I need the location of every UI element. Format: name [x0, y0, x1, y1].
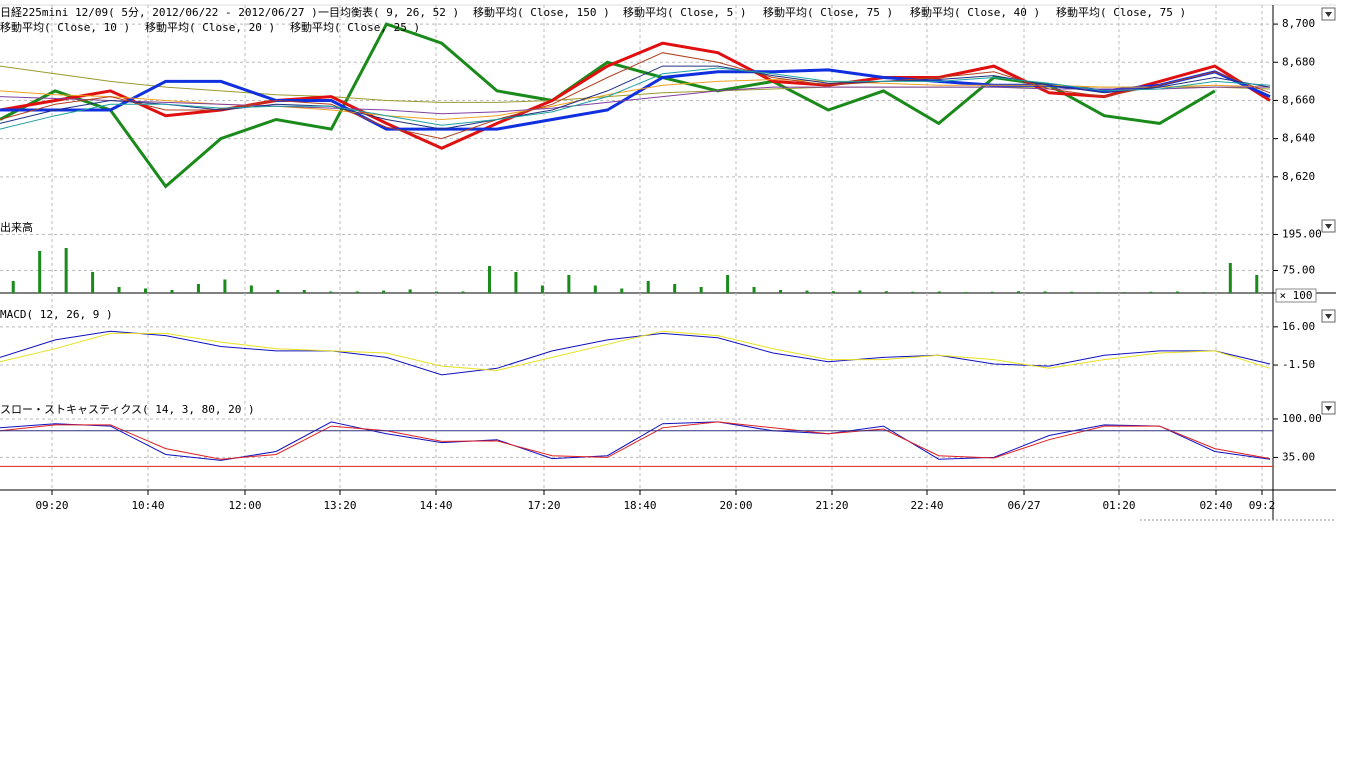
- y-tick-label: 8,700: [1282, 17, 1315, 30]
- panel-menu-button[interactable]: [1322, 220, 1335, 232]
- y-tick-label: 195.00: [1282, 228, 1322, 241]
- x-tick-label: 12:00: [228, 499, 261, 512]
- x-tick-label: 09:20: [35, 499, 68, 512]
- bar: [673, 284, 676, 293]
- x-tick-label: 09:2: [1249, 499, 1276, 512]
- bar: [779, 290, 782, 293]
- bar: [197, 284, 200, 293]
- bar: [462, 292, 465, 294]
- y-tick-label: 8,640: [1282, 132, 1315, 145]
- legend-entry: 移動平均( Close, 75 ): [763, 5, 893, 19]
- y-tick-label: 75.00: [1282, 264, 1315, 277]
- bar: [1044, 292, 1047, 294]
- bar: [1149, 292, 1152, 293]
- y-tick-label: -1.50: [1282, 358, 1315, 371]
- bar: [65, 248, 68, 293]
- panel-title: スロー・ストキャスティクス( 14, 3, 80, 20 ): [0, 403, 255, 416]
- x-tick-label: 18:40: [623, 499, 656, 512]
- panel-title: MACD( 12, 26, 9 ): [0, 308, 113, 321]
- panel-menu-button[interactable]: [1322, 8, 1335, 20]
- bar: [38, 251, 41, 293]
- x-tick-label: 01:20: [1102, 499, 1135, 512]
- panel-title: 日経225mini 12/09( 5分, 2012/06/22 - 2012/0…: [0, 6, 318, 19]
- bar: [250, 286, 253, 294]
- legend-entry: 移動平均( Close, 40 ): [910, 5, 1040, 19]
- bar: [1070, 292, 1073, 293]
- bar: [911, 292, 914, 293]
- bar: [567, 275, 570, 293]
- bar: [12, 281, 15, 293]
- bar: [329, 292, 332, 294]
- legend-entry: 移動平均( Close, 5 ): [623, 5, 746, 19]
- y-tick-label: 8,680: [1282, 55, 1315, 68]
- bar: [1097, 292, 1100, 293]
- bar: [991, 292, 994, 293]
- bar: [753, 287, 756, 293]
- bar: [223, 280, 226, 294]
- bar: [409, 289, 412, 293]
- legend-entry: 移動平均( Close, 25 ): [290, 20, 420, 34]
- x-tick-label: 10:40: [131, 499, 164, 512]
- bar: [435, 292, 438, 294]
- bar: [805, 291, 808, 293]
- bar: [647, 281, 650, 293]
- bar: [1229, 263, 1232, 293]
- bar: [700, 287, 703, 293]
- x-tick-label: 02:40: [1199, 499, 1232, 512]
- bar: [118, 287, 121, 293]
- x-tick-label: 06/27: [1007, 499, 1040, 512]
- bar: [594, 286, 597, 294]
- panel-menu-button[interactable]: [1322, 402, 1335, 414]
- bar: [938, 292, 941, 294]
- x-tick-label: 22:40: [910, 499, 943, 512]
- legend-entry: 移動平均( Close, 20 ): [145, 20, 275, 34]
- legend-entry: 移動平均( Close, 150 ): [473, 5, 610, 19]
- unit-label: × 100: [1279, 289, 1312, 302]
- legend-entry: 一目均衡表( 9, 26, 52 ): [318, 5, 459, 19]
- bar: [620, 289, 623, 294]
- panel-title: 出来高: [0, 220, 33, 234]
- bar: [91, 272, 94, 293]
- bar: [964, 292, 967, 293]
- bar: [170, 290, 173, 293]
- bar: [382, 291, 385, 293]
- x-tick-label: 13:20: [323, 499, 356, 512]
- chart-area: [0, 0, 1366, 520]
- y-tick-label: 8,620: [1282, 170, 1315, 183]
- bar: [858, 291, 861, 293]
- bar: [541, 286, 544, 294]
- legend-entry: 移動平均( Close, 75 ): [1056, 5, 1186, 19]
- y-tick-label: 16.00: [1282, 320, 1315, 333]
- bar: [1202, 292, 1205, 293]
- bar: [1123, 292, 1126, 293]
- bar: [1176, 292, 1179, 294]
- bar: [1255, 275, 1258, 293]
- bar: [276, 290, 279, 293]
- bar: [1017, 291, 1020, 293]
- y-tick-label: 35.00: [1282, 450, 1315, 463]
- bar: [488, 266, 491, 293]
- x-tick-label: 20:00: [719, 499, 752, 512]
- x-tick-label: 14:40: [419, 499, 452, 512]
- bar: [303, 290, 306, 293]
- y-tick-label: 100.00: [1282, 412, 1322, 425]
- legend-entry: 移動平均( Close, 10 ): [0, 20, 130, 34]
- bar: [144, 289, 147, 294]
- x-tick-label: 17:20: [527, 499, 560, 512]
- bar: [726, 275, 729, 293]
- panel-menu-button[interactable]: [1322, 310, 1335, 322]
- y-tick-label: 8,660: [1282, 93, 1315, 106]
- x-tick-label: 21:20: [815, 499, 848, 512]
- bar: [885, 291, 888, 293]
- bar: [514, 272, 517, 293]
- bar: [832, 291, 835, 293]
- bar: [356, 292, 359, 294]
